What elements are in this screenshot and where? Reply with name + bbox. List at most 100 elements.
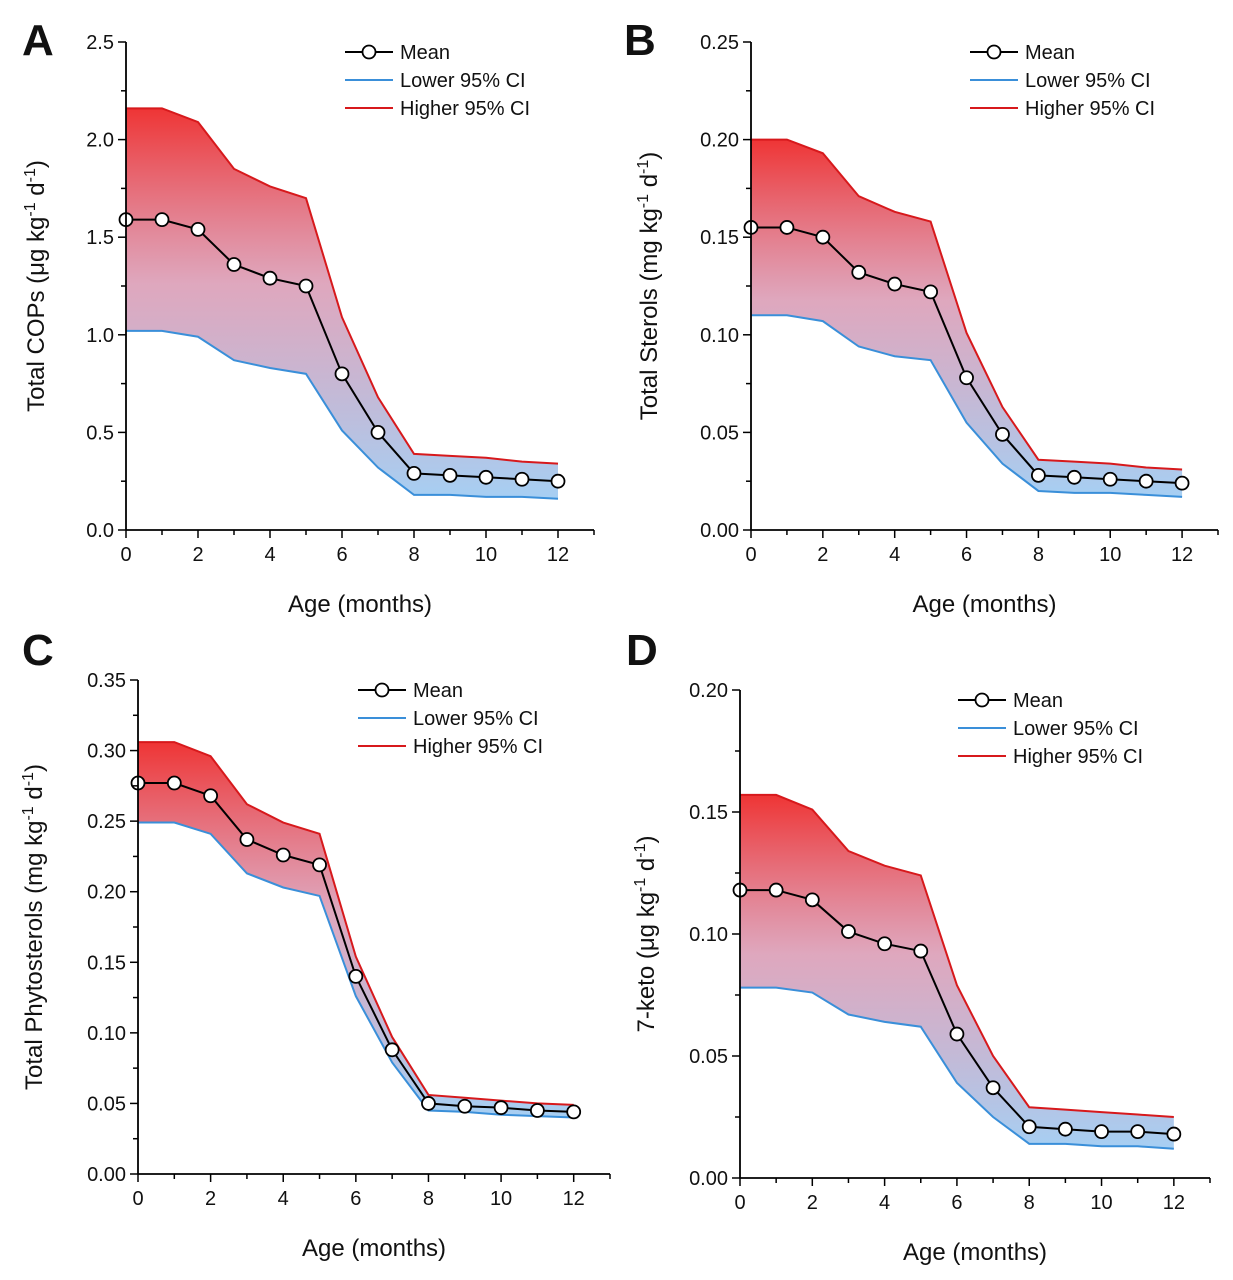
x-axis-title: Age (months) [302, 1235, 446, 1262]
legend-label: Higher 95% CI [1025, 98, 1155, 120]
legend: Mean Lower 95% CI Higher 95% CI [958, 690, 1143, 768]
data-point-mean [442, 467, 458, 483]
data-point-mean [384, 1042, 400, 1058]
y-tick-label: 2.0 [86, 130, 114, 152]
y-tick-label: 0.10 [689, 924, 728, 946]
x-tick-label: 8 [1033, 544, 1044, 566]
data-point-mean [514, 471, 530, 487]
y-tick-label: 0.00 [87, 1164, 126, 1186]
x-tick-label: 2 [205, 1188, 216, 1210]
x-tick-label: 10 [1099, 544, 1121, 566]
legend-label: Lower 95% CI [413, 708, 539, 730]
data-point-mean [406, 465, 422, 481]
data-point-mean [779, 220, 795, 235]
ci-band [740, 794, 1174, 1149]
data-point-mean [529, 1103, 545, 1118]
legend-marker [361, 44, 377, 60]
panel-letter: C [22, 626, 54, 675]
data-point-mean [262, 270, 278, 286]
data-point-mean [1066, 469, 1082, 485]
y-tick-label: 0.10 [700, 325, 739, 347]
x-tick-label: 4 [264, 544, 275, 566]
data-point-mean [334, 366, 350, 382]
y-axis-title: Total COPs (μg kg-1 d-1) [22, 160, 50, 412]
data-point-mean [1130, 1124, 1146, 1140]
x-tick-label: 2 [192, 544, 203, 566]
data-point-mean [275, 847, 291, 863]
data-point-mean [913, 943, 929, 959]
x-tick-label: 2 [817, 544, 828, 566]
y-tick-label: 0.05 [700, 422, 739, 444]
x-axis-title: Age (months) [288, 591, 432, 618]
data-point-mean [370, 424, 386, 440]
panel-letter: D [626, 626, 658, 675]
legend-label: Higher 95% CI [413, 736, 543, 758]
x-axis-title: Age (months) [912, 591, 1056, 618]
data-point-mean [226, 257, 242, 272]
x-tick-label: 0 [120, 544, 131, 566]
data-point-mean [550, 473, 566, 489]
legend-label: Mean [413, 680, 463, 702]
y-tick-label: 1.0 [86, 325, 114, 347]
data-point-mean [995, 426, 1010, 442]
y-tick-label: 0.20 [689, 680, 728, 702]
data-point-mean [815, 229, 831, 245]
data-point-mean [887, 276, 903, 292]
legend-label: Mean [400, 42, 450, 64]
y-tick-label: 0.15 [689, 802, 728, 824]
ci-band [138, 742, 574, 1118]
y-tick-label: 1.5 [86, 227, 114, 249]
data-point-mean [1057, 1121, 1073, 1137]
x-tick-label: 0 [734, 1192, 745, 1214]
legend-label: Mean [1025, 42, 1075, 64]
x-tick-label: 0 [132, 1188, 143, 1210]
data-point-mean [239, 832, 255, 847]
series-line-higher-ci [740, 793, 1174, 1118]
data-point-mean [298, 278, 314, 294]
data-point-mean [1138, 473, 1154, 489]
y-tick-label: 0.20 [700, 130, 739, 152]
legend-label: Mean [1013, 690, 1063, 712]
legend-label: Lower 95% CI [1025, 70, 1151, 92]
y-tick-label: 0.35 [87, 670, 126, 692]
series-line-lower-ci [740, 986, 1174, 1150]
data-point-mean [985, 1080, 1001, 1096]
y-tick-label: 0.00 [700, 520, 739, 542]
x-tick-label: 6 [336, 544, 347, 566]
ci-band [751, 139, 1183, 497]
data-point-mean [1021, 1119, 1037, 1135]
legend: Mean Lower 95% CI Higher 95% CI [358, 680, 543, 758]
y-tick-label: 0.15 [87, 952, 126, 974]
data-point-mean [566, 1104, 582, 1120]
y-tick-label: 0.05 [87, 1093, 126, 1115]
legend-label: Higher 95% CI [400, 98, 530, 120]
y-tick-label: 2.5 [86, 32, 114, 54]
data-point-mean [1030, 467, 1046, 483]
x-axis-title: Age (months) [903, 1239, 1047, 1266]
x-tick-label: 8 [408, 544, 419, 566]
y-tick-label: 0.25 [700, 32, 739, 54]
x-tick-label: 4 [879, 1192, 890, 1214]
x-tick-label: 6 [951, 1192, 962, 1214]
data-point-mean [877, 936, 893, 952]
panel-letter: B [624, 16, 656, 65]
legend: Mean Lower 95% CI Higher 95% CI [970, 42, 1155, 120]
x-tick-label: 10 [490, 1188, 512, 1210]
legend-marker [986, 44, 1002, 60]
x-tick-label: 8 [423, 1188, 434, 1210]
legend-label: Lower 95% CI [1013, 718, 1139, 740]
data-point-mean [959, 370, 974, 386]
data-point-mean [768, 882, 784, 898]
y-axis-title: 7-keto (μg kg-1 d-1) [632, 835, 660, 1032]
data-point-mean [478, 469, 494, 485]
x-tick-label: 12 [1163, 1192, 1185, 1214]
x-tick-label: 6 [350, 1188, 361, 1210]
y-tick-label: 0.5 [86, 422, 114, 444]
y-axis-title: Total Sterols (mg kg-1 d-1) [635, 152, 663, 421]
panel-letter: A [22, 16, 54, 65]
series-line-higher-ci [126, 107, 559, 465]
chart-panel-b: 0 2 4 6 8 10 12 0.00 0.05 0.10 0.15 0.20 0.25 Age (mo… [624, 16, 1219, 618]
y-tick-label: 0.15 [700, 227, 739, 249]
data-point-mean [421, 1096, 436, 1111]
y-tick-label: 0.00 [689, 1168, 728, 1190]
